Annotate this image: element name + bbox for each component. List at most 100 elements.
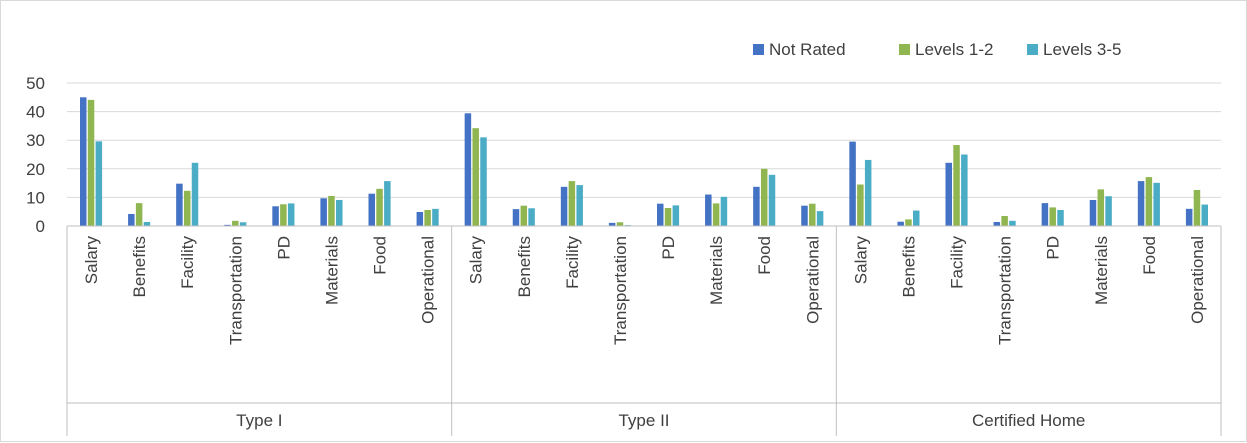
bar-certified-home-benefits-levels-1-2 (905, 219, 912, 226)
bar-type-ii-benefits-levels-1-2 (521, 206, 528, 226)
bar-type-ii-materials-levels-1-2 (713, 203, 720, 226)
bar-type-ii-pd-levels-3-5 (673, 205, 680, 226)
legend-label-levels-1-2: Levels 1-2 (915, 40, 993, 59)
legend-swatch-levels-3-5 (1027, 44, 1038, 55)
bar-type-ii-pd-not-rated (657, 204, 664, 226)
legend-label-not-rated: Not Rated (769, 40, 846, 59)
x-tick-label-type-ii-food: Food (755, 236, 774, 275)
x-tick-label-certified-home-benefits: Benefits (899, 236, 918, 297)
x-tick-label-type-ii-pd: PD (659, 236, 678, 260)
bar-type-i-transportation-levels-3-5 (240, 222, 247, 226)
bar-type-ii-food-levels-1-2 (761, 169, 768, 226)
bar-certified-home-transportation-not-rated (994, 222, 1001, 226)
y-tick-label-20: 20 (26, 160, 45, 179)
bar-certified-home-salary-not-rated (849, 142, 856, 226)
bar-certified-home-materials-levels-1-2 (1098, 189, 1105, 226)
bar-type-ii-benefits-levels-3-5 (528, 208, 535, 226)
bar-certified-home-food-levels-3-5 (1153, 183, 1160, 226)
bar-certified-home-operational-levels-1-2 (1194, 190, 1201, 226)
gridlines (67, 83, 1221, 197)
bar-type-ii-pd-levels-1-2 (665, 208, 672, 226)
bar-type-i-facility-levels-1-2 (184, 191, 191, 226)
bar-type-i-materials-not-rated (320, 198, 327, 226)
bar-certified-home-benefits-levels-3-5 (913, 211, 920, 226)
bar-certified-home-materials-not-rated (1090, 200, 1097, 226)
bar-type-ii-materials-not-rated (705, 195, 712, 226)
legend-label-levels-3-5: Levels 3-5 (1043, 40, 1121, 59)
bar-certified-home-materials-levels-3-5 (1105, 196, 1112, 226)
group-label-certified-home: Certified Home (972, 411, 1085, 430)
bar-type-ii-transportation-levels-1-2 (617, 222, 624, 226)
bar-type-ii-benefits-not-rated (513, 209, 520, 226)
y-tick-label-0: 0 (36, 217, 45, 236)
bar-type-ii-salary-levels-3-5 (480, 137, 487, 226)
bar-type-i-pd-levels-3-5 (288, 203, 295, 226)
bar-type-ii-salary-levels-1-2 (472, 128, 479, 226)
bar-certified-home-pd-levels-3-5 (1057, 210, 1064, 226)
bar-type-i-transportation-levels-1-2 (232, 221, 239, 226)
x-tick-label-certified-home-pd: PD (1044, 236, 1063, 260)
bar-certified-home-facility-levels-1-2 (953, 145, 960, 226)
y-tick-label-50: 50 (26, 74, 45, 93)
bar-type-ii-materials-levels-3-5 (721, 197, 728, 226)
legend: Not Rated Levels 1-2 Levels 3-5 (753, 40, 1121, 59)
bar-type-ii-facility-levels-1-2 (569, 181, 576, 226)
bar-certified-home-salary-levels-1-2 (857, 185, 864, 226)
x-tick-label-type-ii-benefits: Benefits (515, 236, 534, 297)
bar-type-i-pd-levels-1-2 (280, 204, 287, 226)
bar-type-i-materials-levels-1-2 (328, 196, 335, 226)
bar-type-i-materials-levels-3-5 (336, 200, 343, 226)
x-tick-label-certified-home-food: Food (1140, 236, 1159, 275)
bar-type-ii-facility-not-rated (561, 187, 568, 226)
bar-type-i-salary-levels-3-5 (96, 141, 103, 226)
bar-certified-home-food-not-rated (1138, 181, 1145, 226)
bar-type-ii-operational-levels-3-5 (817, 211, 824, 226)
x-tick-label-certified-home-operational: Operational (1188, 236, 1207, 324)
bar-certified-home-transportation-levels-1-2 (1001, 216, 1008, 226)
y-tick-label-40: 40 (26, 103, 45, 122)
x-tick-label-type-i-benefits: Benefits (130, 236, 149, 297)
x-tick-label-type-ii-facility: Facility (563, 236, 582, 289)
bar-type-i-benefits-levels-3-5 (144, 222, 151, 226)
bar-type-ii-food-not-rated (753, 187, 760, 226)
bar-type-i-salary-not-rated (80, 97, 87, 226)
x-tick-label-certified-home-transportation: Transportation (996, 236, 1015, 345)
bar-type-i-operational-not-rated (417, 212, 424, 226)
bar-certified-home-facility-not-rated (945, 163, 952, 226)
bar-type-i-food-not-rated (368, 194, 375, 226)
bar-type-ii-operational-not-rated (801, 206, 808, 226)
bar-type-ii-operational-levels-1-2 (809, 204, 816, 226)
bar-type-ii-food-levels-3-5 (769, 175, 776, 226)
y-tick-label-10: 10 (26, 188, 45, 207)
y-axis: 0 10 20 30 40 50 (26, 74, 45, 236)
x-tick-label-type-i-pd: PD (274, 236, 293, 260)
x-tick-label-type-i-transportation: Transportation (226, 236, 245, 345)
group-label-type-ii: Type II (618, 411, 669, 430)
bar-type-i-food-levels-1-2 (376, 189, 383, 226)
x-tick-label-type-i-salary: Salary (82, 236, 101, 285)
x-tick-label-type-ii-transportation: Transportation (611, 236, 630, 345)
x-tick-label-type-i-facility: Facility (178, 236, 197, 289)
bar-certified-home-operational-levels-3-5 (1202, 205, 1209, 226)
x-tick-label-type-i-materials: Materials (322, 236, 341, 305)
bar-type-i-facility-levels-3-5 (192, 163, 199, 226)
bar-certified-home-food-levels-1-2 (1146, 177, 1153, 226)
bar-certified-home-operational-not-rated (1186, 209, 1193, 226)
bars (80, 97, 1208, 226)
bar-type-ii-salary-not-rated (465, 113, 472, 226)
x-tick-label-certified-home-salary: Salary (851, 236, 870, 285)
x-tick-label-certified-home-facility: Facility (948, 236, 967, 289)
bar-certified-home-facility-levels-3-5 (961, 155, 968, 227)
bar-type-i-operational-levels-3-5 (432, 209, 439, 226)
x-axis: Salary Benefits Facility Transportation PD Ma… (67, 226, 1221, 436)
x-tick-label-type-ii-operational: Operational (803, 236, 822, 324)
bar-certified-home-benefits-not-rated (897, 222, 904, 226)
bar-type-i-facility-not-rated (176, 184, 183, 226)
bar-type-i-benefits-not-rated (128, 214, 135, 226)
x-tick-label-type-i-food: Food (371, 236, 390, 275)
x-tick-label-type-ii-materials: Materials (707, 236, 726, 305)
bar-type-i-food-levels-3-5 (384, 181, 391, 226)
y-tick-label-30: 30 (26, 131, 45, 150)
